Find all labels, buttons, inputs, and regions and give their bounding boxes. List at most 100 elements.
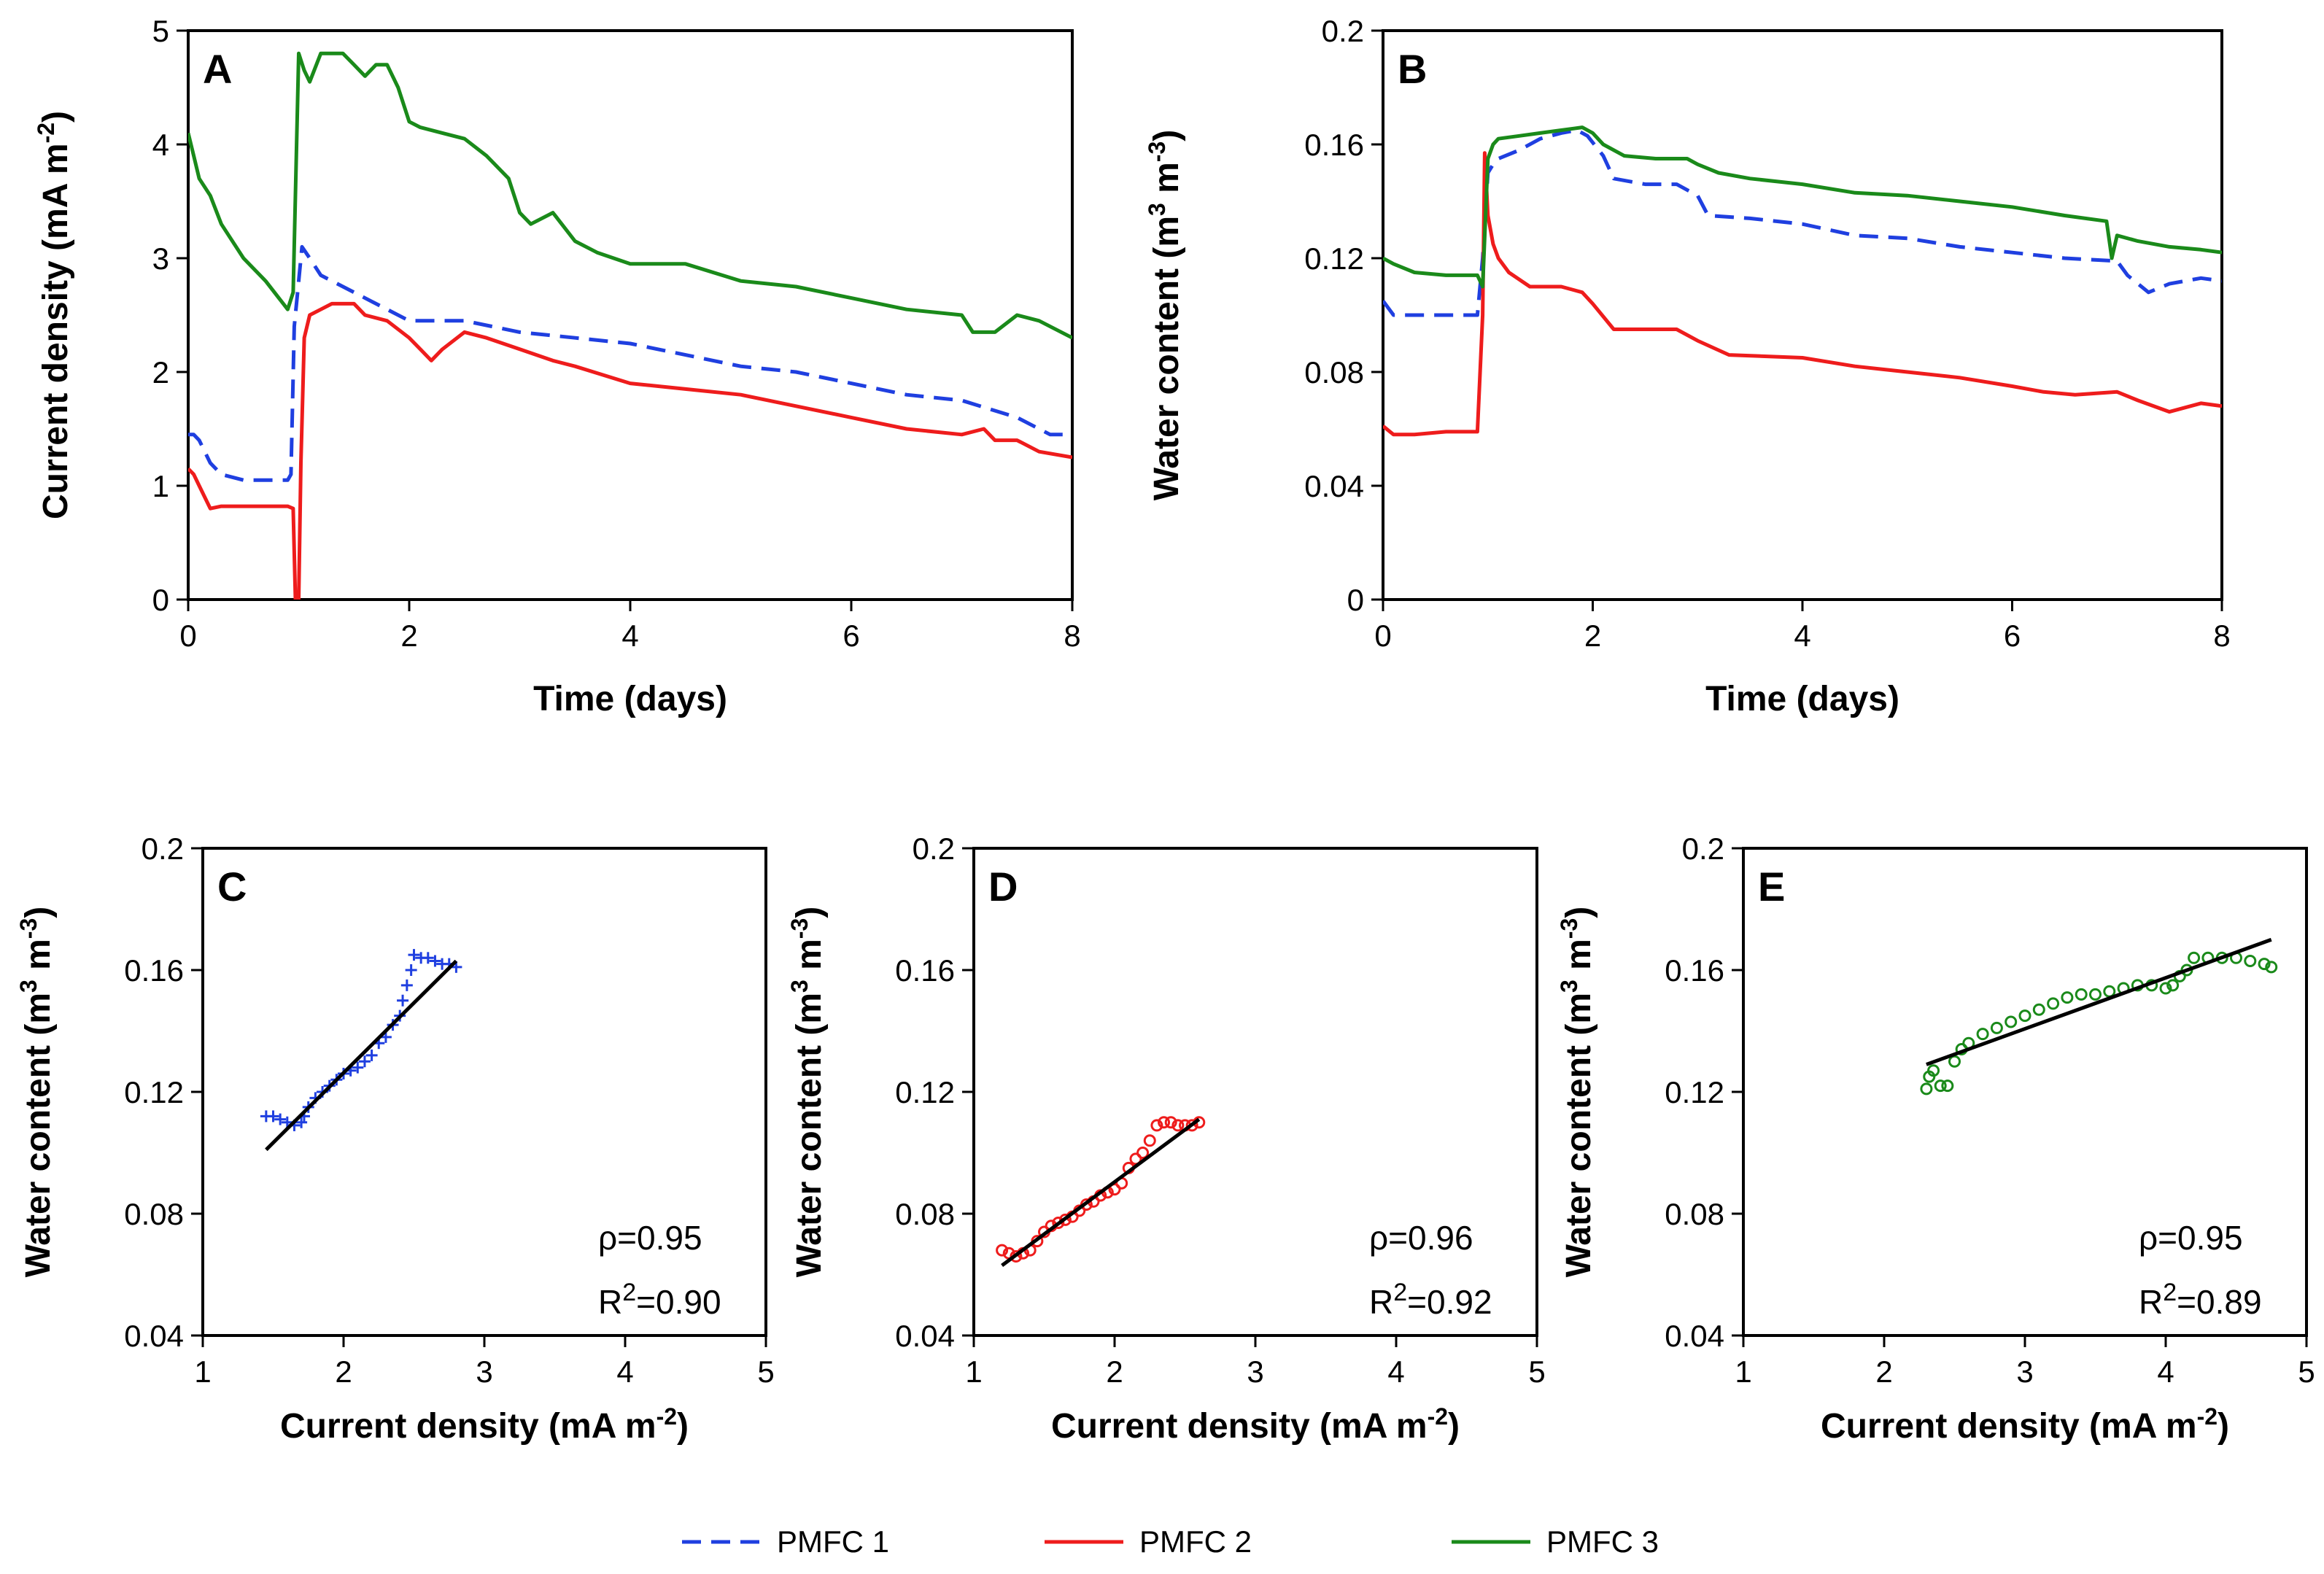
data-point bbox=[267, 1110, 279, 1123]
panel-a: 0 2 4 6 8 0 1 2 3 4 5 Time (days) Current density (m… bbox=[33, 14, 1081, 718]
y-tick-label: 3 bbox=[152, 241, 169, 276]
data-point bbox=[2258, 958, 2271, 971]
x-tick-label: 6 bbox=[2004, 619, 2021, 653]
data-point bbox=[422, 952, 434, 964]
y-axis-title: Water content (m3 m-3) bbox=[1144, 130, 1186, 500]
text-run: ) bbox=[1448, 1407, 1460, 1446]
series-line-pmfc-3 bbox=[1383, 125, 2222, 289]
y-tick-label: 0.12 bbox=[895, 1075, 955, 1109]
panel-letter: D bbox=[988, 864, 1018, 910]
x-tick-label: 2 bbox=[335, 1354, 352, 1389]
panel-letter: B bbox=[1398, 46, 1427, 92]
data-point bbox=[2159, 982, 2172, 995]
data-point bbox=[397, 994, 409, 1007]
data-point bbox=[1920, 1082, 1933, 1096]
superscript: -2 bbox=[33, 123, 59, 143]
y-tick-label: 4 bbox=[152, 128, 169, 162]
text-run: Current density (mA m bbox=[1821, 1407, 2197, 1446]
fit-line bbox=[1001, 1117, 1201, 1267]
panel-e: 1 2 3 4 5 0.04 0.08 0.12 0.16 0.2 Current density … bbox=[1556, 831, 2315, 1446]
x-axis-title: Time (days) bbox=[1705, 680, 1899, 718]
data-point bbox=[429, 955, 441, 967]
panel-letter: C bbox=[217, 864, 247, 910]
text-run: ) bbox=[36, 111, 75, 123]
r2-value: =0.89 bbox=[2177, 1283, 2261, 1321]
x-tick-label: 4 bbox=[2157, 1354, 2174, 1389]
text-run: ) bbox=[1560, 907, 1598, 918]
series-line-pmfc-1 bbox=[188, 244, 1072, 482]
plot-frame bbox=[201, 847, 767, 1337]
rho-label: ρ=0.96 bbox=[1369, 1219, 1473, 1257]
superscript: 3 bbox=[15, 980, 42, 993]
x-tick-label: 2 bbox=[1584, 619, 1601, 653]
legend-label-3: PMFC 3 bbox=[1546, 1524, 1659, 1559]
superscript: -2 bbox=[1428, 1403, 1448, 1430]
y-axis-title: Current density (mA m-2) bbox=[33, 111, 75, 519]
data-point bbox=[1136, 1147, 1150, 1159]
y-axis-title: Water content (m3 m-3) bbox=[786, 907, 829, 1277]
r2-superscript: 2 bbox=[622, 1279, 636, 1306]
data-point bbox=[1941, 1079, 1954, 1093]
data-point bbox=[2089, 988, 2102, 1001]
data-point bbox=[1108, 1183, 1121, 1196]
text-run: ) bbox=[677, 1407, 689, 1446]
y-tick-label: 0.08 bbox=[1665, 1197, 1724, 1231]
x-tick-label: 8 bbox=[1064, 619, 1080, 653]
fit-line bbox=[265, 959, 458, 1152]
data-point bbox=[1185, 1119, 1198, 1132]
y-tick-label: 0.04 bbox=[1665, 1319, 1724, 1353]
data-point bbox=[408, 949, 420, 961]
text-run: ) bbox=[1147, 130, 1186, 141]
data-point bbox=[295, 1116, 308, 1128]
r2-label: R2=0.89 bbox=[2139, 1279, 2262, 1321]
y-axis-title-group: Current density (mA m-2) bbox=[33, 111, 75, 519]
data-point bbox=[2103, 985, 2116, 998]
superscript: -2 bbox=[656, 1403, 677, 1430]
text-run: ) bbox=[790, 907, 829, 918]
panel-letter: E bbox=[1758, 864, 1785, 910]
y-tick-label: 0.08 bbox=[1304, 355, 1364, 389]
data-point bbox=[2018, 1009, 2031, 1023]
panel-b: 0 2 4 6 8 0 0.04 0.08 0.12 0.16 0.2 Time (days) Wate… bbox=[1144, 14, 2231, 718]
data-point bbox=[2265, 961, 2278, 974]
data-point bbox=[1171, 1119, 1185, 1132]
superscript: 3 bbox=[1144, 203, 1170, 216]
x-tick-label: 3 bbox=[476, 1354, 492, 1389]
y-tick-label: 0.16 bbox=[1304, 128, 1364, 162]
r2-prefix: R bbox=[2139, 1283, 2163, 1321]
data-point bbox=[1010, 1249, 1023, 1263]
superscript: -3 bbox=[786, 918, 813, 939]
x-tick-label: 0 bbox=[179, 619, 196, 653]
r2-label: R2=0.90 bbox=[598, 1279, 721, 1321]
y-tick-label: 0.16 bbox=[1665, 953, 1724, 988]
r2-prefix: R bbox=[1369, 1283, 1393, 1321]
y-axis-title: Water content (m3 m-3) bbox=[15, 907, 58, 1277]
plot-frame bbox=[972, 847, 1538, 1337]
legend: PMFC 1 PMFC 2 PMFC 3 bbox=[682, 1524, 1659, 1559]
x-tick-label: 2 bbox=[1875, 1354, 1892, 1389]
superscript: -3 bbox=[1144, 141, 1170, 162]
x-axis-title: Current density (mA m-2) bbox=[1821, 1403, 2229, 1446]
r2-prefix: R bbox=[598, 1283, 622, 1321]
x-tick-label: 1 bbox=[1735, 1354, 1751, 1389]
y-tick-label: 0.2 bbox=[1322, 14, 1364, 48]
x-tick-label: 3 bbox=[2016, 1354, 2033, 1389]
data-point bbox=[1164, 1116, 1177, 1129]
y-tick-label: 0.16 bbox=[895, 953, 955, 988]
text-run: ) bbox=[2218, 1407, 2229, 1446]
data-point bbox=[1052, 1217, 1065, 1230]
series-line-pmfc-3 bbox=[188, 51, 1072, 340]
data-point bbox=[2075, 988, 2088, 1001]
data-point bbox=[2061, 991, 2074, 1004]
data-point bbox=[1058, 1213, 1072, 1226]
x-tick-label: 2 bbox=[1106, 1354, 1123, 1389]
y-tick-label: 1 bbox=[152, 469, 169, 503]
x-tick-label: 4 bbox=[616, 1354, 633, 1389]
r2-label: R2=0.92 bbox=[1369, 1279, 1492, 1321]
rho-label: ρ=0.95 bbox=[598, 1219, 702, 1257]
y-tick-label: 0.04 bbox=[1304, 469, 1364, 503]
fit-line bbox=[1926, 937, 2272, 1066]
y-tick-label: 0.08 bbox=[124, 1197, 184, 1231]
data-point bbox=[2244, 954, 2257, 967]
